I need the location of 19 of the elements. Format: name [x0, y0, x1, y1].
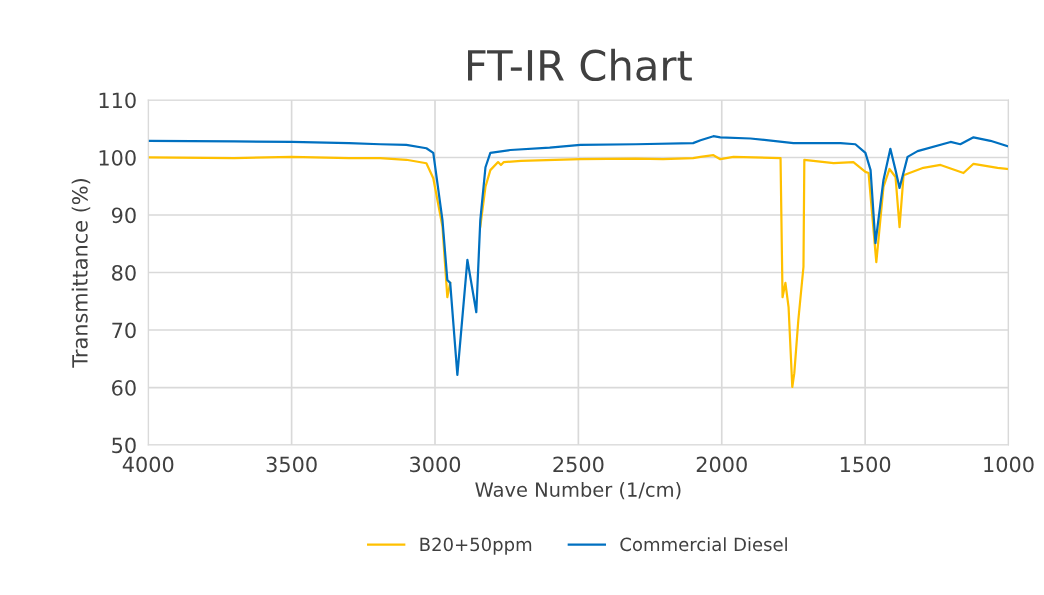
- x-tick-label: 1000: [984, 456, 1034, 473]
- legend-label: B20+50ppm: [420, 537, 532, 555]
- x-tick-label: 3500: [266, 456, 317, 473]
- x-tick-label: 3000: [410, 456, 461, 473]
- y-tick-label: 70: [112, 322, 136, 339]
- chart-title: FT-IR Chart: [468, 48, 692, 82]
- x-tick-label: 2500: [553, 456, 604, 473]
- y-tick-label: 90: [111, 207, 136, 224]
- y-tick-label: 110: [99, 92, 136, 109]
- x-tick-label: 1500: [840, 456, 891, 473]
- y-axis-title: Transmittance (%): [71, 179, 91, 368]
- x-tick-label: 2000: [696, 456, 747, 473]
- legend-label: Commercial Diesel: [620, 537, 787, 552]
- x-axis-title: Wave Number (1/cm): [475, 481, 681, 500]
- x-tick-label: 4000: [122, 456, 174, 473]
- y-tick-label: 50: [112, 437, 136, 454]
- y-tick-label: 100: [99, 149, 136, 166]
- y-tick-label: 60: [112, 380, 136, 396]
- y-tick-label: 80: [112, 264, 136, 281]
